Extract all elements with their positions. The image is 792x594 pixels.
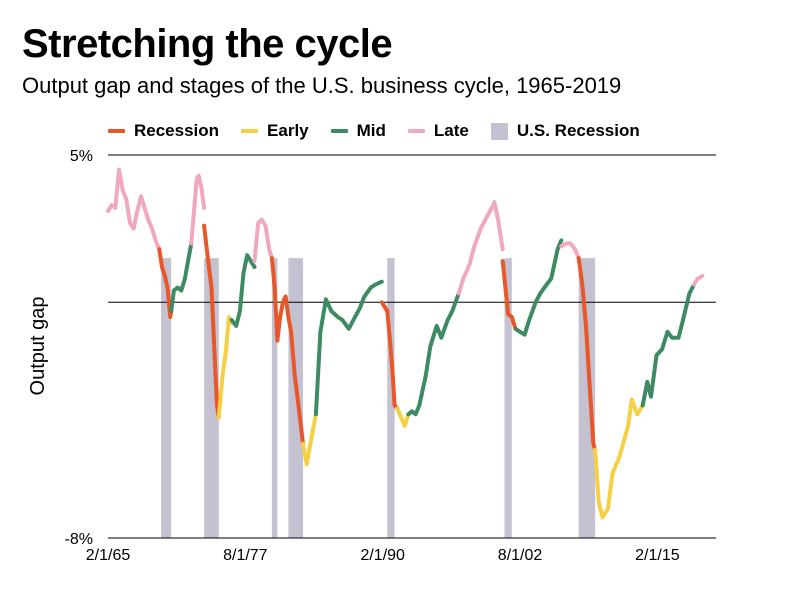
series-line-early [593, 397, 645, 520]
legend-swatch-recession [108, 129, 125, 133]
series-line-mid [313, 279, 384, 417]
series-line-recession [202, 223, 221, 420]
legend-label-us-recession: U.S. Recession [516, 121, 640, 140]
series-line-early [216, 315, 234, 420]
series-line-early [395, 406, 411, 428]
series-line-late [252, 217, 274, 264]
recession-band [578, 258, 596, 538]
chart-subtitle: Output gap and stages of the U.S. busine… [22, 73, 622, 98]
series-line-mid [640, 282, 696, 408]
series-line-mid [229, 253, 257, 328]
legend-swatch-late [407, 129, 425, 133]
recession-bands [161, 258, 596, 538]
series-line-recession [576, 256, 598, 452]
y-tick-label: 5% [70, 148, 93, 165]
series-line-late [106, 167, 162, 252]
y-tick-labels: 5% -8% [65, 148, 93, 548]
x-tick-label: 2/1/90 [360, 547, 405, 564]
x-tick-label: 8/1/77 [223, 547, 268, 564]
legend: Recession Early Mid Late U.S. Recession [108, 121, 662, 141]
x-tick-label: 8/1/02 [498, 547, 543, 564]
legend-item-mid: Mid [330, 121, 386, 141]
y-axis-label: Output gap [27, 297, 49, 396]
legend-item-late: Late [407, 121, 469, 141]
recession-band [161, 258, 172, 538]
series-line-late [559, 241, 581, 261]
legend-swatch-us-recession [490, 122, 508, 140]
x-tick-label: 2/1/65 [86, 547, 131, 564]
legend-label-late: Late [433, 121, 469, 140]
series-line-recession [157, 247, 174, 319]
legend-label-early: Early [267, 121, 309, 140]
legend-swatch-mid [330, 129, 348, 133]
series-line-late [456, 200, 505, 296]
legend-label-recession: Recession [134, 121, 220, 140]
series-lines [106, 167, 705, 520]
series-line-mid [406, 291, 461, 417]
series-line-recession [379, 300, 400, 411]
chart-title: Stretching the cycle [22, 22, 393, 66]
legend-item-us-recession: U.S. Recession [490, 121, 640, 141]
recession-band [504, 258, 512, 538]
series-line-mid [169, 241, 194, 314]
series-line-mid [513, 238, 564, 337]
x-tick-labels: 2/1/65 8/1/77 2/1/90 8/1/02 2/1/15 [86, 547, 680, 564]
series-line-late [189, 173, 207, 246]
series-line-early [301, 412, 318, 467]
series-line-recession [500, 259, 518, 331]
recession-band [387, 258, 395, 538]
legend-item-early: Early [241, 121, 309, 141]
legend-label-mid: Mid [356, 121, 386, 140]
legend-item-recession: Recession [108, 121, 219, 141]
y-tick-label: -8% [65, 531, 93, 548]
gridlines [108, 154, 716, 539]
x-tick-label: 2/1/15 [635, 547, 680, 564]
recession-band [271, 258, 278, 538]
series-line-recession [269, 256, 305, 446]
legend-swatch-early [241, 129, 259, 133]
series-line-late [692, 273, 705, 287]
